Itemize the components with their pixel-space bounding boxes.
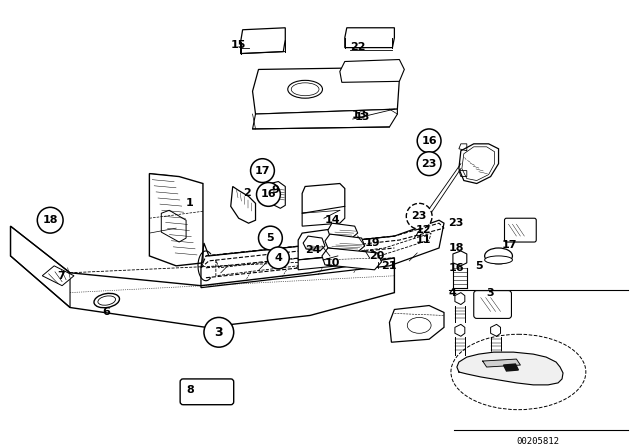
Text: 11: 11 xyxy=(415,235,431,245)
Text: 3: 3 xyxy=(214,326,223,339)
Polygon shape xyxy=(345,28,394,47)
Text: 16: 16 xyxy=(260,190,276,199)
Text: 4: 4 xyxy=(275,253,282,263)
Text: 19: 19 xyxy=(365,238,380,248)
Polygon shape xyxy=(483,359,520,367)
Text: 23: 23 xyxy=(448,218,463,228)
Text: 00205812: 00205812 xyxy=(516,437,560,447)
Text: 18: 18 xyxy=(42,215,58,225)
Polygon shape xyxy=(459,144,499,184)
Polygon shape xyxy=(241,28,285,54)
Text: 10: 10 xyxy=(325,258,340,268)
Text: 7: 7 xyxy=(57,271,65,281)
Text: 9: 9 xyxy=(271,185,279,195)
Polygon shape xyxy=(271,181,285,208)
Polygon shape xyxy=(253,68,399,114)
Text: 16: 16 xyxy=(421,136,437,146)
Ellipse shape xyxy=(484,256,513,264)
Circle shape xyxy=(259,226,282,250)
Text: 17: 17 xyxy=(255,166,270,176)
Text: 13: 13 xyxy=(352,110,367,120)
Text: 1: 1 xyxy=(186,198,194,208)
Polygon shape xyxy=(340,60,404,82)
Text: 17: 17 xyxy=(502,240,517,250)
FancyBboxPatch shape xyxy=(504,218,536,242)
Text: 5: 5 xyxy=(267,233,274,243)
Text: 21: 21 xyxy=(381,261,397,271)
Text: 20: 20 xyxy=(369,251,385,261)
Polygon shape xyxy=(253,109,397,129)
Polygon shape xyxy=(149,173,203,266)
Text: 22: 22 xyxy=(349,42,365,52)
Text: 23: 23 xyxy=(412,211,427,221)
Polygon shape xyxy=(302,184,345,213)
Polygon shape xyxy=(453,251,467,266)
Text: 2: 2 xyxy=(244,189,252,198)
Text: 14: 14 xyxy=(325,215,340,225)
Circle shape xyxy=(204,318,234,347)
Text: 23: 23 xyxy=(421,159,437,168)
Polygon shape xyxy=(328,223,358,238)
Polygon shape xyxy=(455,293,465,305)
Polygon shape xyxy=(298,256,343,270)
Text: 24: 24 xyxy=(305,245,321,255)
Polygon shape xyxy=(322,248,381,270)
Text: 13: 13 xyxy=(355,112,370,122)
Circle shape xyxy=(406,203,432,229)
Text: 5: 5 xyxy=(475,261,483,271)
FancyBboxPatch shape xyxy=(474,291,511,319)
FancyBboxPatch shape xyxy=(180,379,234,405)
Polygon shape xyxy=(457,352,563,385)
Polygon shape xyxy=(491,324,500,336)
Text: 6: 6 xyxy=(102,307,109,318)
Text: 4: 4 xyxy=(449,288,457,297)
Circle shape xyxy=(257,182,280,207)
Text: 3: 3 xyxy=(486,288,494,297)
Polygon shape xyxy=(302,207,345,226)
Polygon shape xyxy=(389,306,444,342)
Polygon shape xyxy=(303,236,325,251)
Circle shape xyxy=(37,207,63,233)
Circle shape xyxy=(417,129,441,153)
Text: 15: 15 xyxy=(230,39,246,50)
Polygon shape xyxy=(231,186,255,223)
Circle shape xyxy=(417,152,441,176)
Polygon shape xyxy=(298,228,343,260)
Circle shape xyxy=(268,247,289,269)
Circle shape xyxy=(251,159,275,182)
Ellipse shape xyxy=(484,248,513,264)
Polygon shape xyxy=(504,364,518,371)
Text: 18: 18 xyxy=(449,243,465,253)
Polygon shape xyxy=(42,266,74,286)
Polygon shape xyxy=(325,234,365,252)
Text: 8: 8 xyxy=(186,385,194,395)
Polygon shape xyxy=(455,324,465,336)
Text: 12: 12 xyxy=(415,225,431,235)
Text: 16: 16 xyxy=(449,263,465,273)
